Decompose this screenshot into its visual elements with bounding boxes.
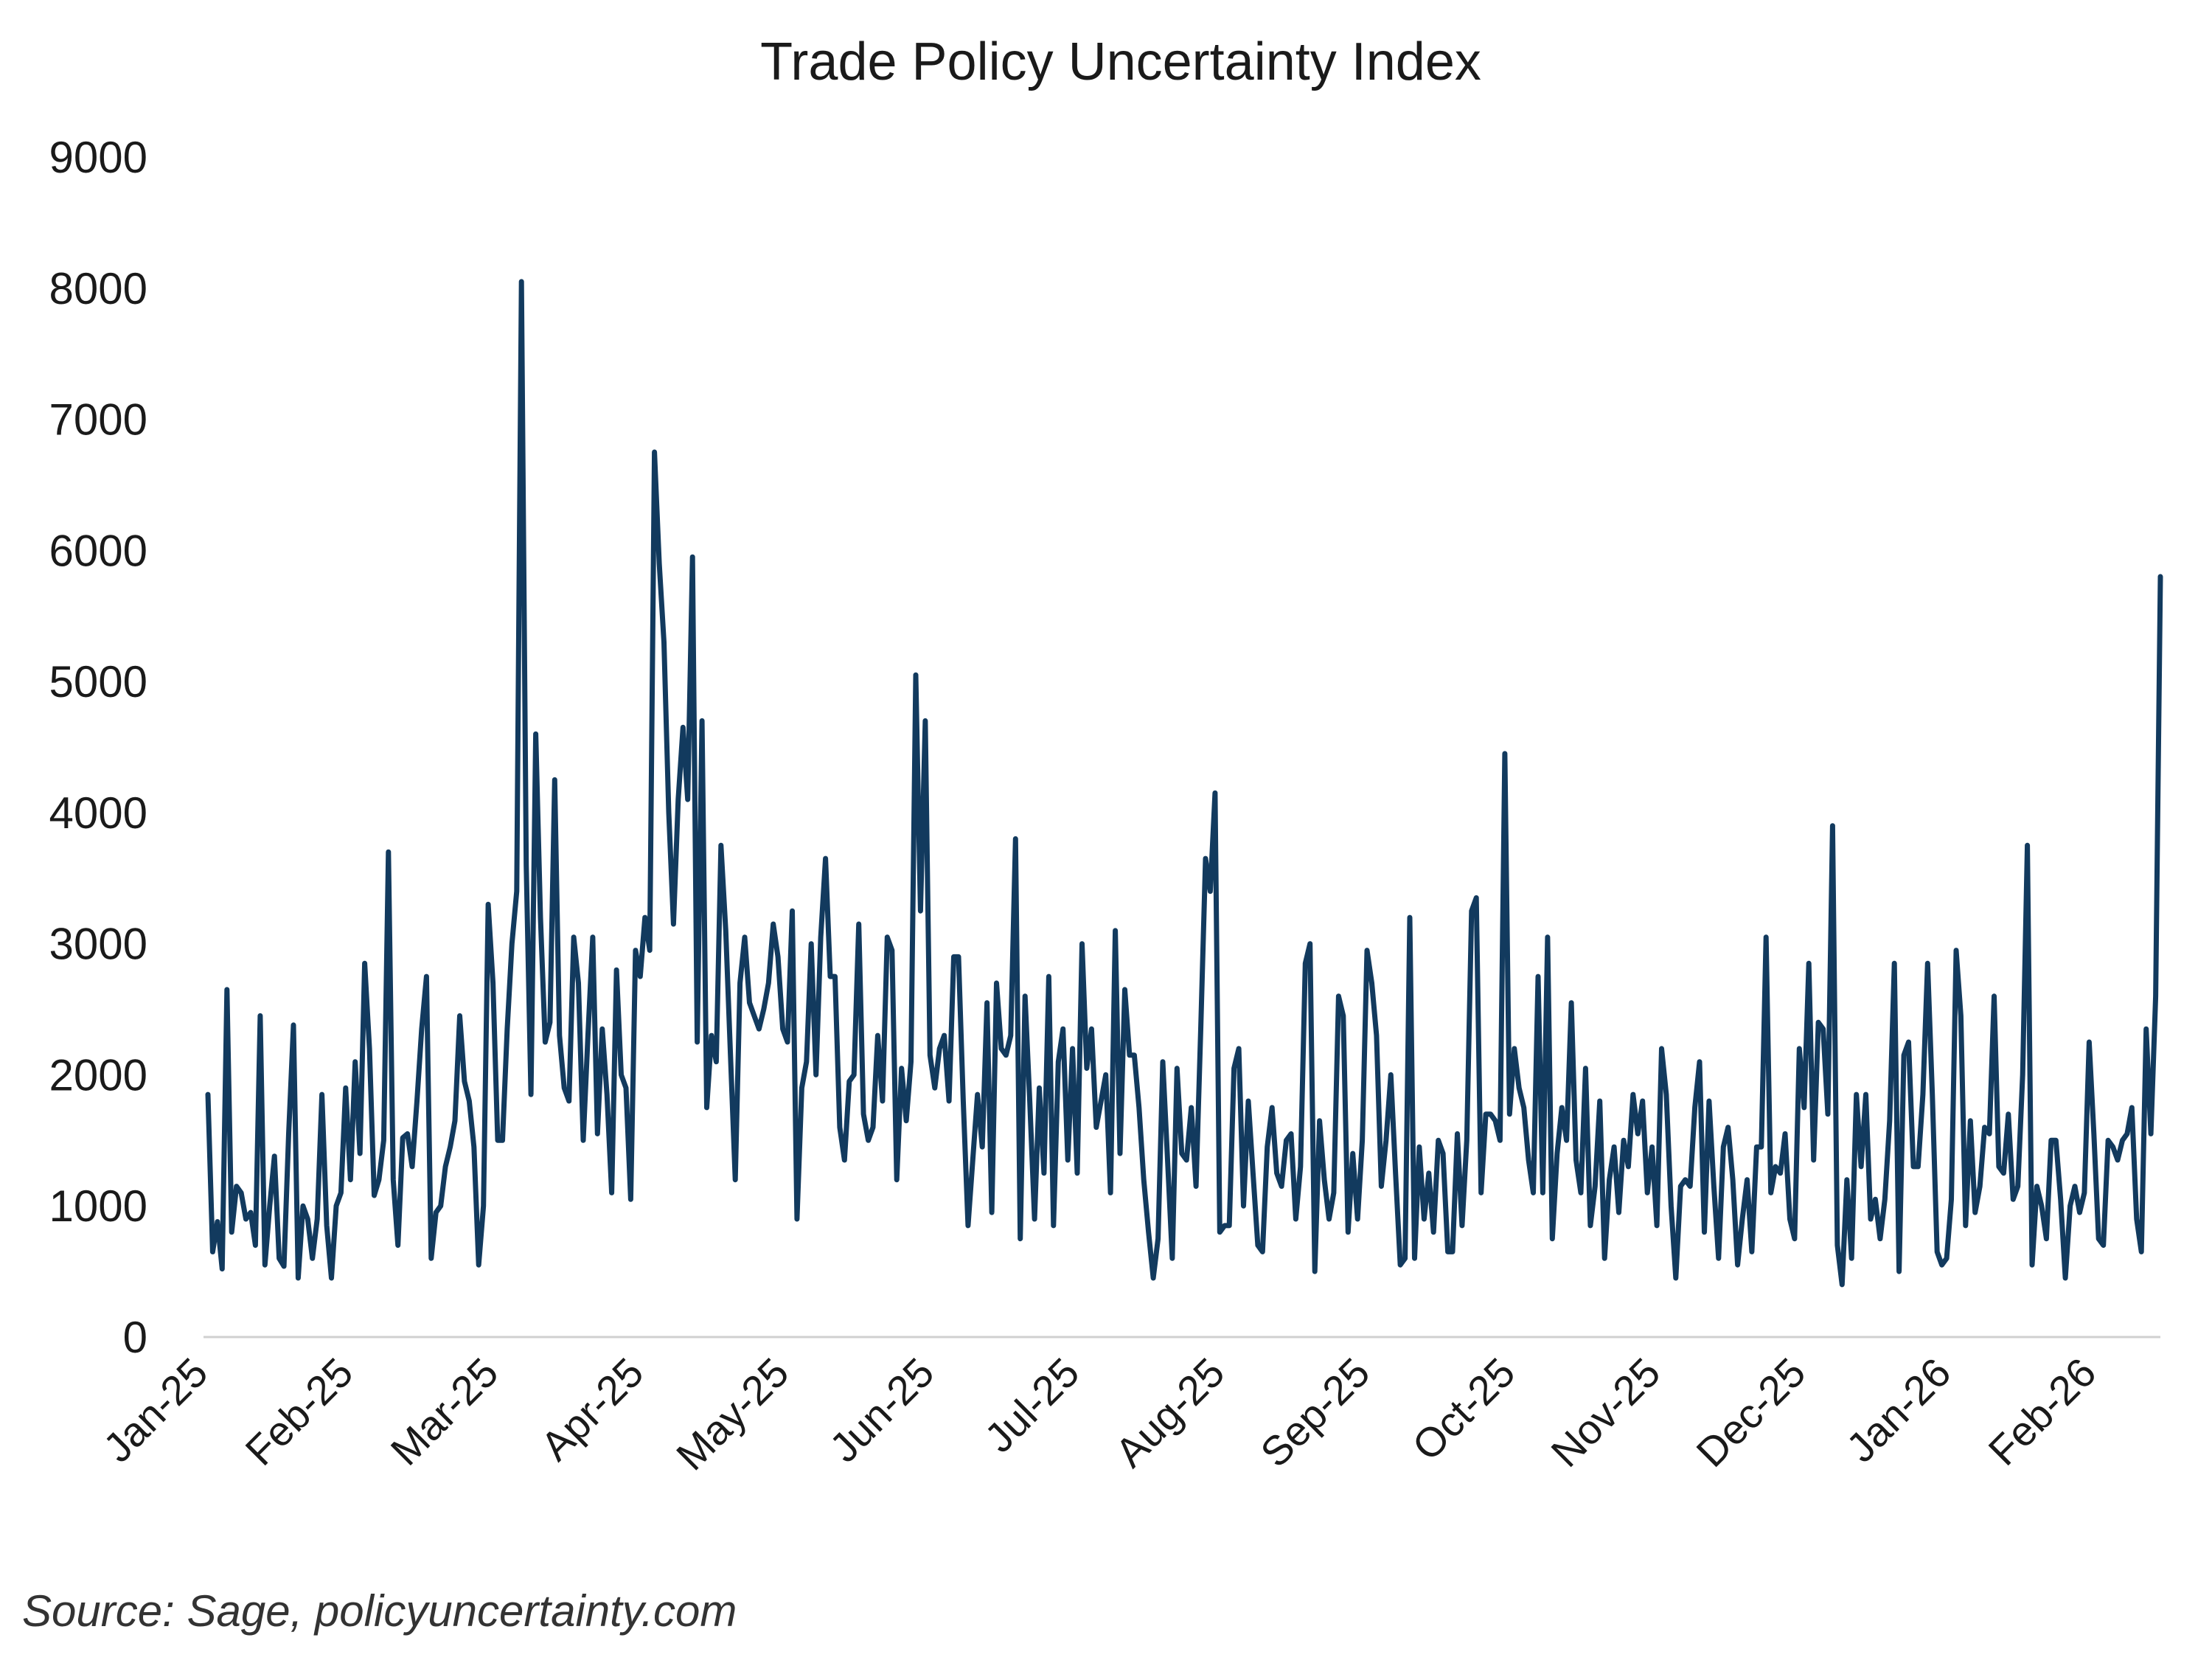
x-axis: Jan-25 Feb-25 Mar-25 Apr-25 May-25 Jun-25 Jul-…	[94, 1349, 2105, 1479]
x-tick-label: May-25	[667, 1349, 798, 1479]
y-tick-label: 1000	[49, 1181, 147, 1231]
x-tick-label: Dec-25	[1687, 1349, 1814, 1476]
x-tick-label: Nov-25	[1542, 1349, 1669, 1476]
x-tick-label: Apr-25	[532, 1349, 652, 1469]
y-tick-label: 9000	[49, 133, 147, 182]
series-line-trade-policy-uncertainty	[205, 279, 2163, 1288]
x-tick-label: Feb-26	[1979, 1349, 2104, 1474]
chart-title: Trade Policy Uncertainty Index	[760, 32, 1481, 91]
source-note: Source: Sage, policyuncertainty.com	[22, 1586, 737, 1636]
y-tick-label: 4000	[49, 788, 147, 838]
y-axis: 0 1000 2000 3000 4000 5000 6000 7000 8000 9000	[49, 133, 147, 1362]
y-tick-label: 8000	[49, 264, 147, 313]
y-tick-label: 5000	[49, 657, 147, 706]
x-tick-label: Jan-25	[94, 1349, 217, 1471]
y-tick-label: 7000	[49, 395, 147, 445]
x-tick-label: Sep-25	[1251, 1349, 1378, 1476]
y-tick-label: 0	[123, 1313, 147, 1362]
x-tick-label: Jul-25	[975, 1349, 1088, 1461]
x-tick-label: Oct-25	[1403, 1349, 1523, 1469]
x-tick-label: Jan-26	[1837, 1349, 1960, 1471]
y-tick-label: 3000	[49, 920, 147, 969]
x-tick-label: Feb-25	[236, 1349, 361, 1474]
y-tick-label: 6000	[49, 526, 147, 575]
y-tick-label: 2000	[49, 1050, 147, 1100]
x-tick-label: Mar-25	[382, 1349, 507, 1474]
x-tick-label: Aug-25	[1106, 1349, 1233, 1476]
x-tick-label: Jun-25	[821, 1349, 943, 1471]
